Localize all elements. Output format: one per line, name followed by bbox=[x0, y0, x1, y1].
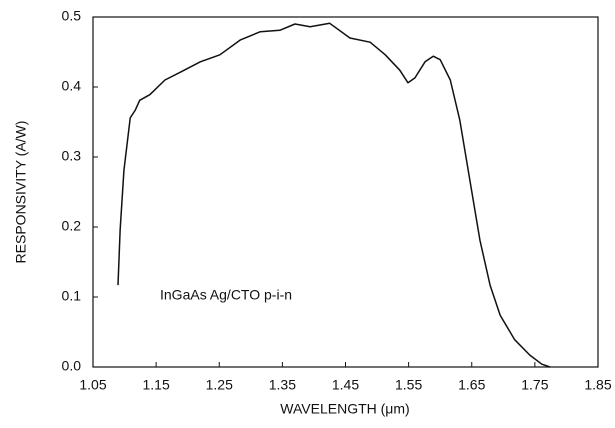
x-tick-label: 1.75 bbox=[521, 377, 548, 393]
y-tick-label: 0.2 bbox=[62, 218, 82, 234]
y-tick-label: 0.3 bbox=[62, 148, 82, 164]
x-axis-label: WAVELENGTH (μm) bbox=[280, 401, 409, 417]
data-line bbox=[117, 22, 551, 368]
x-tick-label: 1.85 bbox=[584, 377, 611, 393]
x-tick-label: 1.35 bbox=[269, 377, 296, 393]
plot-frame bbox=[92, 16, 599, 368]
y-tick-label: 0.0 bbox=[62, 358, 82, 374]
x-tick-label: 1.65 bbox=[458, 377, 485, 393]
x-tick-label: 1.05 bbox=[79, 377, 106, 393]
annotation: InGaAs Ag/CTO p-i-n bbox=[160, 287, 292, 303]
y-tick-label: 0.1 bbox=[62, 288, 82, 304]
y-axis-label: RESPONSIVITY (A/W) bbox=[13, 121, 29, 264]
y-tick-label: 0.5 bbox=[62, 8, 82, 24]
x-tick-label: 1.25 bbox=[206, 377, 233, 393]
y-tick-label: 0.4 bbox=[62, 78, 82, 94]
x-tick-label: 1.45 bbox=[332, 377, 359, 393]
x-tick-label: 1.55 bbox=[395, 377, 422, 393]
x-tick-label: 1.15 bbox=[143, 377, 170, 393]
